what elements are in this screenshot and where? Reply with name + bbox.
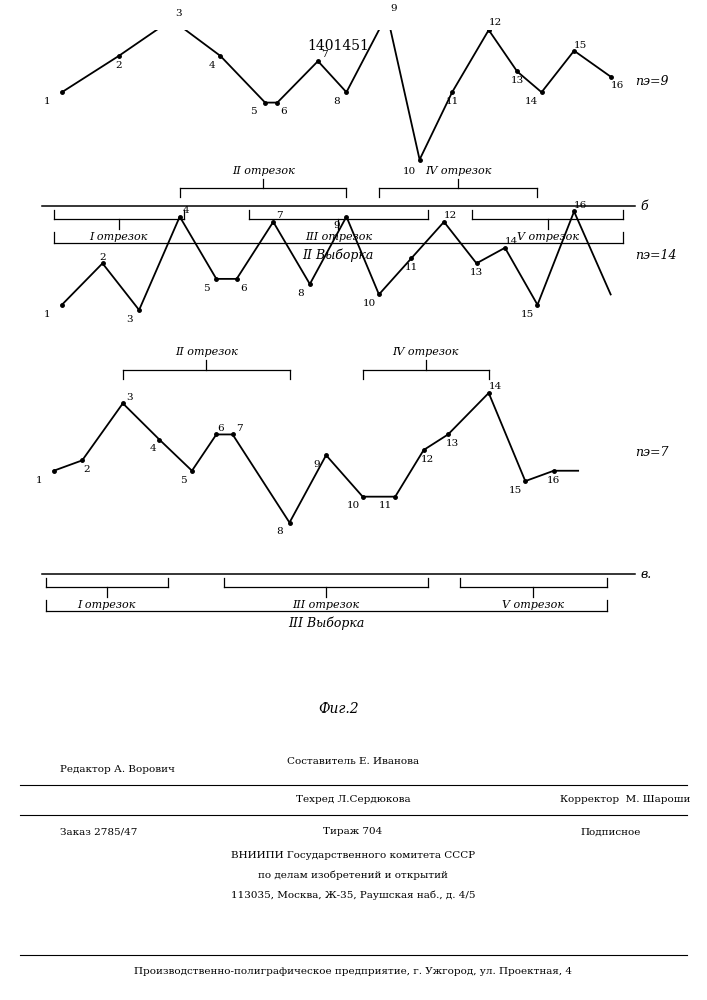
Text: 13: 13	[470, 268, 483, 277]
Text: 8: 8	[334, 97, 340, 106]
Text: 3: 3	[126, 393, 133, 402]
Text: II отрезок: II отрезок	[175, 347, 238, 357]
Text: IV отрезок: IV отрезок	[425, 166, 491, 176]
Text: 1: 1	[44, 97, 50, 106]
Text: пэ=7: пэ=7	[635, 446, 669, 459]
Text: 6: 6	[281, 107, 287, 116]
Text: 1: 1	[44, 310, 50, 319]
Text: 15: 15	[574, 41, 588, 50]
Text: 6: 6	[217, 424, 223, 433]
Text: 10: 10	[403, 167, 416, 176]
Text: 7: 7	[276, 211, 283, 220]
Text: 5: 5	[180, 476, 187, 485]
Text: по делам изобретений и открытий: по делам изобретений и открытий	[258, 870, 448, 880]
Text: 2: 2	[115, 61, 122, 70]
Text: 1401451: 1401451	[308, 39, 369, 53]
Text: пэ=14: пэ=14	[635, 249, 677, 262]
Text: 13: 13	[445, 439, 459, 448]
Text: Корректор  М. Шароши: Корректор М. Шароши	[560, 796, 690, 804]
Text: 12: 12	[421, 455, 434, 464]
Text: 8: 8	[297, 289, 303, 298]
Text: IV отрезок: IV отрезок	[392, 347, 459, 357]
Text: 11: 11	[405, 263, 418, 272]
Text: ВНИИПИ Государственного комитета СССР: ВНИИПИ Государственного комитета СССР	[231, 850, 475, 859]
Text: Заказ 2785/47: Заказ 2785/47	[60, 828, 137, 836]
Text: Техред Л.Сердюкова: Техред Л.Сердюкова	[296, 796, 410, 804]
Text: 9: 9	[313, 460, 320, 469]
Text: 15: 15	[509, 486, 522, 495]
Text: 9: 9	[390, 4, 397, 13]
Text: 4: 4	[150, 444, 156, 453]
Text: III отрезок: III отрезок	[305, 232, 372, 242]
Text: 16: 16	[574, 201, 588, 210]
Text: 113035, Москва, Ж-35, Раушская наб., д. 4/5: 113035, Москва, Ж-35, Раушская наб., д. …	[230, 890, 475, 900]
Text: пэ=9: пэ=9	[635, 75, 669, 88]
Text: 7: 7	[321, 50, 328, 59]
Text: в.: в.	[641, 568, 652, 581]
Text: 9: 9	[334, 222, 340, 231]
Text: Тираж 704: Тираж 704	[323, 828, 382, 836]
Text: 10: 10	[363, 299, 376, 308]
Text: 4: 4	[209, 61, 216, 70]
Text: 11: 11	[379, 502, 392, 510]
Text: 2: 2	[83, 465, 90, 474]
Text: 5: 5	[204, 284, 210, 293]
Text: 11: 11	[445, 97, 459, 106]
Text: 14: 14	[505, 237, 518, 246]
Text: 8: 8	[276, 527, 283, 536]
Text: 6: 6	[240, 284, 247, 293]
Text: 16: 16	[547, 476, 561, 485]
Text: Производственно-полиграфическое предприятие, г. Ужгород, ул. Проектная, 4: Производственно-полиграфическое предприя…	[134, 968, 572, 976]
Text: II Выборка: II Выборка	[303, 249, 374, 262]
Text: I отрезок: I отрезок	[90, 232, 148, 242]
Text: 13: 13	[510, 76, 524, 85]
Text: 16: 16	[611, 82, 624, 91]
Text: 5: 5	[250, 107, 256, 116]
Text: I отрезок: I отрезок	[77, 600, 136, 610]
Text: 10: 10	[346, 502, 360, 510]
Text: II отрезок: II отрезок	[232, 166, 295, 176]
Text: 3: 3	[175, 9, 182, 18]
Text: б: б	[641, 200, 648, 213]
Text: Подписное: Подписное	[580, 828, 641, 836]
Text: 14: 14	[525, 97, 539, 106]
Text: Составитель Е. Иванова: Составитель Е. Иванова	[287, 758, 419, 766]
Text: 14: 14	[489, 382, 502, 391]
Text: Фиг.2: Фиг.2	[318, 702, 358, 716]
Text: 12: 12	[444, 211, 457, 220]
Text: 7: 7	[236, 424, 243, 433]
Text: V отрезок: V отрезок	[503, 600, 564, 610]
Text: 3: 3	[126, 315, 133, 324]
Text: 4: 4	[183, 206, 189, 215]
Text: 12: 12	[489, 18, 502, 27]
Text: III Выборка: III Выборка	[288, 617, 364, 630]
Text: 15: 15	[521, 310, 534, 319]
Text: 2: 2	[99, 253, 106, 262]
Text: 1: 1	[36, 476, 42, 485]
Text: Редактор А. Ворович: Редактор А. Ворович	[60, 766, 175, 774]
Text: III отрезок: III отрезок	[293, 600, 360, 610]
Text: V отрезок: V отрезок	[517, 232, 578, 242]
